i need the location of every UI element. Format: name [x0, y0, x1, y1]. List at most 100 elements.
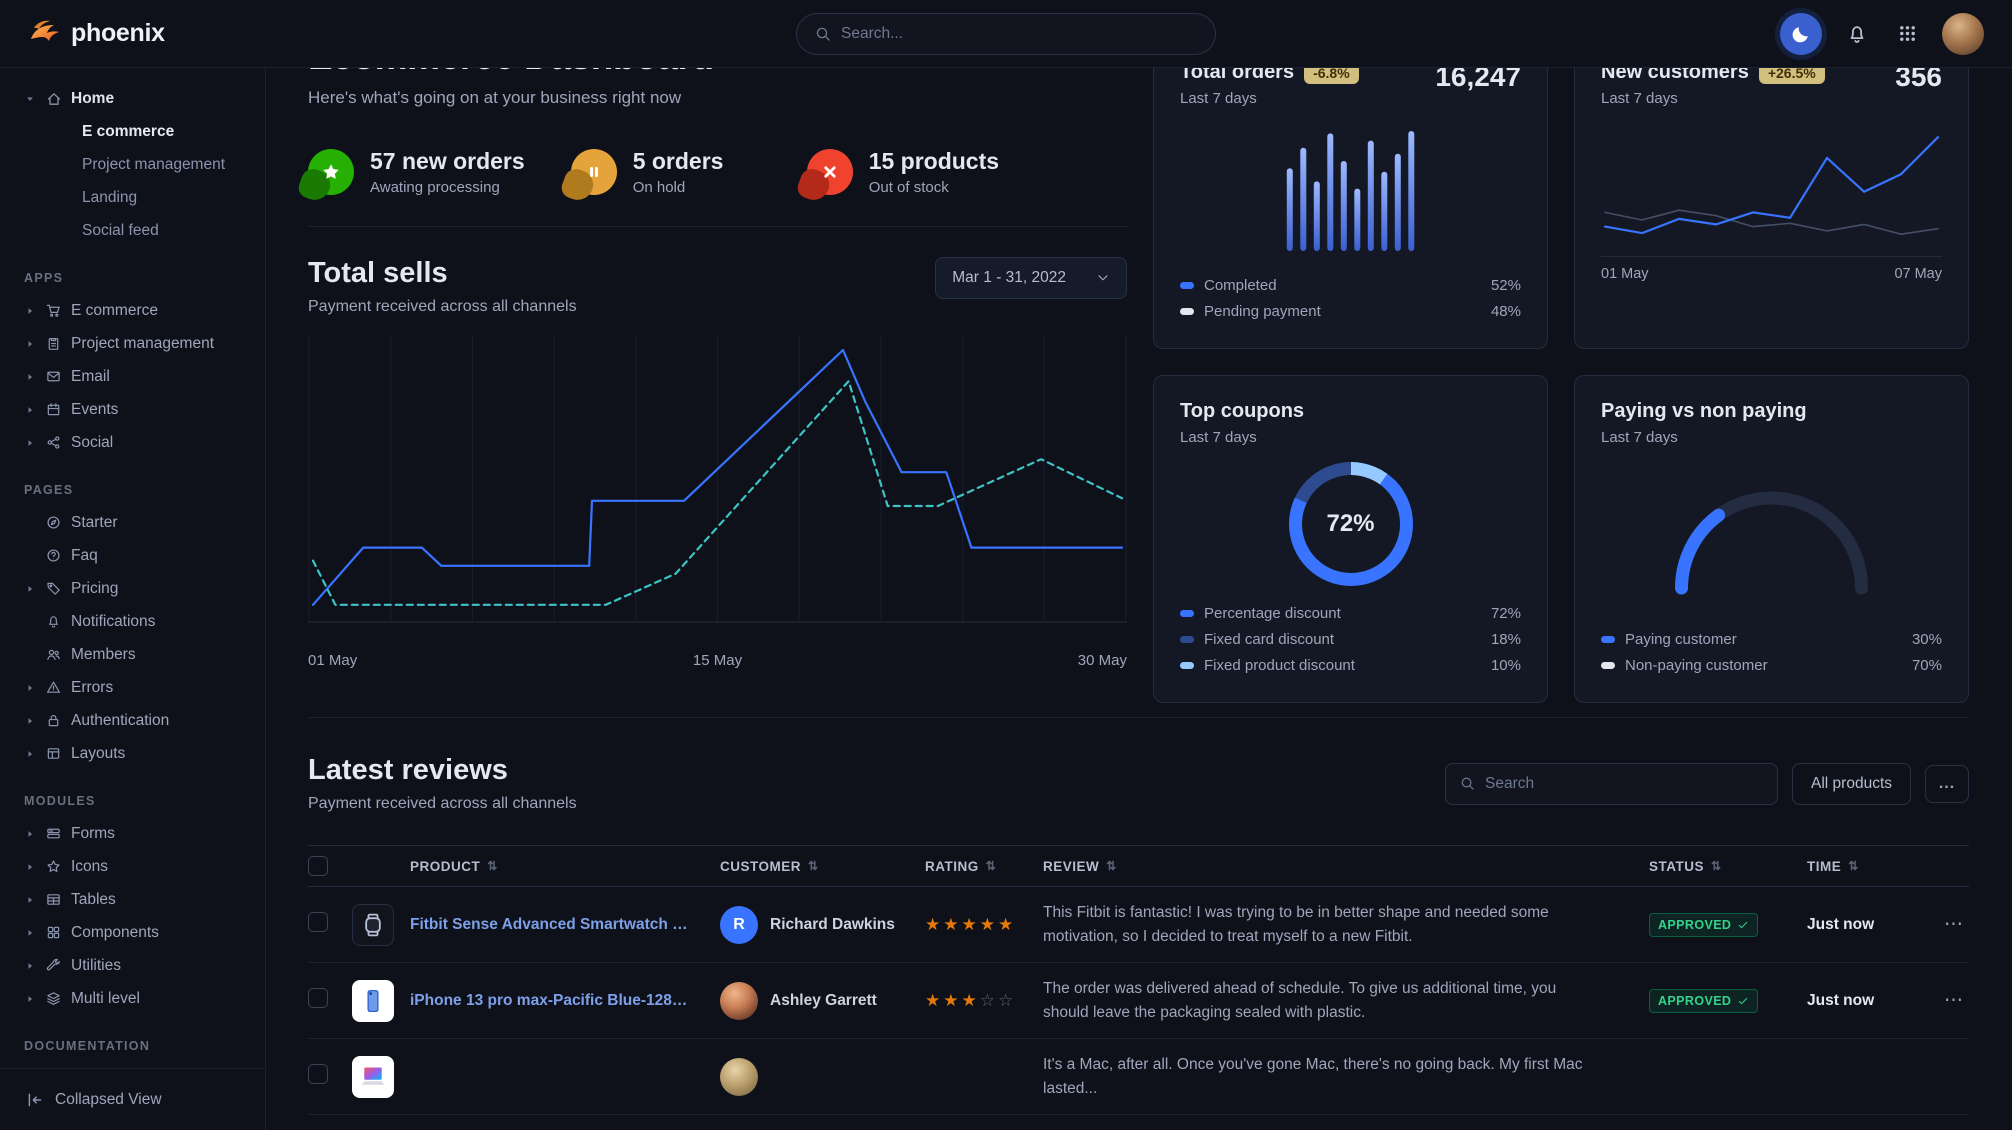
sidebar-item-icons[interactable]: Icons [0, 850, 265, 883]
notifications-button[interactable] [1842, 19, 1872, 49]
reviews-search-input[interactable] [1485, 774, 1764, 793]
sells-x-labels: 01 May 15 May 30 May [308, 652, 1127, 669]
sidebar-item-e-commerce[interactable]: E commerce [82, 122, 175, 140]
sidebar-item-landing[interactable]: Landing [82, 188, 138, 206]
row-checkbox[interactable] [308, 912, 328, 932]
rating-stars: ★★★☆☆ [925, 991, 1043, 1011]
legend-item: Paying customer 30% [1601, 626, 1942, 652]
x-axis-label: 01 May [308, 652, 358, 669]
global-search[interactable] [796, 13, 1216, 55]
search-input[interactable] [841, 25, 1197, 43]
chevron-down-icon [1096, 271, 1110, 285]
column-header-time[interactable]: TIME ⇅ [1807, 858, 1859, 874]
sidebar-item-pricing[interactable]: Pricing [0, 572, 265, 605]
column-header-product[interactable]: PRODUCT ⇅ [410, 858, 498, 874]
sidebar-section-title: PAGES [24, 483, 74, 497]
theme-toggle-button[interactable] [1780, 12, 1822, 55]
review-text: This Fitbit is fantastic! I was trying t… [1043, 904, 1549, 945]
caret-right-icon [24, 927, 38, 939]
product-link[interactable]: iPhone 13 pro max-Pacific Blue-128GB sto… [410, 991, 696, 1009]
sidebar-item-label: Icons [71, 857, 109, 875]
apps-grid-button[interactable] [1892, 19, 1922, 49]
sidebar-item-layouts[interactable]: Layouts [0, 737, 265, 770]
users-icon [46, 647, 62, 662]
total-orders-period: Last 7 days [1180, 90, 1257, 107]
star-filled-icon: ★ [961, 990, 980, 1010]
latest-reviews-section: Latest reviews Payment received across a… [308, 717, 1969, 1115]
home-icon [46, 91, 62, 107]
sidebar-collapse-toggle[interactable]: Collapsed View [0, 1068, 265, 1130]
total-orders-chart [1286, 131, 1415, 251]
sidebar-section-title: MODULES [24, 794, 96, 808]
sidebar-item-social-feed[interactable]: Social feed [82, 221, 159, 239]
legend-label: Completed [1204, 276, 1277, 294]
brand[interactable]: phoenix [28, 14, 165, 53]
envelope-icon [46, 369, 62, 384]
sidebar-item-tables[interactable]: Tables [0, 883, 265, 916]
sidebar-item-forms[interactable]: Forms [0, 817, 265, 850]
reviews-more-button[interactable]: ... [1925, 764, 1969, 803]
product-filter-select[interactable]: All products [1792, 762, 1911, 805]
caret-right-icon [24, 682, 38, 694]
sidebar-item-events[interactable]: Events [0, 393, 265, 426]
top-coupons-donut-chart: 72% [1288, 462, 1413, 586]
sidebar-item-components[interactable]: Components [0, 916, 265, 949]
sidebar-item-members[interactable]: Members [0, 638, 265, 671]
sidebar-item-authentication[interactable]: Authentication [0, 704, 265, 737]
card-paying-vs-nonpaying: Paying vs non paying Last 7 days Paying … [1574, 375, 1969, 703]
question-icon [46, 548, 62, 563]
sidebar-item-label: E commerce [71, 301, 158, 319]
date-range-select[interactable]: Mar 1 - 31, 2022 [935, 257, 1127, 299]
product-thumbnail [352, 1055, 394, 1098]
sidebar-section-title: APPS [24, 271, 64, 285]
sidebar-item-email[interactable]: Email [0, 360, 265, 393]
legend-item: Fixed card discount 18% [1180, 626, 1521, 652]
sidebar-item-utilities[interactable]: Utilities [0, 949, 265, 982]
sidebar-item-project-management[interactable]: Project management [0, 327, 265, 360]
sidebar-item-social[interactable]: Social [0, 426, 265, 459]
wrench-icon [46, 958, 62, 973]
sidebar-item-faq[interactable]: Faq [0, 539, 265, 572]
caret-right-icon [24, 894, 38, 906]
reviews-subtitle: Payment received across all channels [308, 795, 577, 812]
sidebar-item-e-commerce[interactable]: E commerce [0, 294, 265, 327]
status-badge: APPROVED [1649, 988, 1759, 1013]
reviews-tbody: Fitbit Sense Advanced Smartwatch with To… [308, 887, 1969, 1115]
column-header-review[interactable]: REVIEW ⇅ [1043, 858, 1117, 874]
row-menu-button[interactable]: ⋯ [1944, 990, 1963, 1011]
sidebar-item-project-management[interactable]: Project management [82, 155, 226, 173]
total-sells-header: Total sells Payment received across all … [308, 257, 1127, 316]
sidebar-item-label: Components [71, 923, 159, 941]
sidebar-item-label: Errors [71, 678, 114, 696]
product-thumbnail [352, 903, 394, 946]
sidebar-item-label: Email [71, 367, 110, 385]
sidebar-item-label: Events [71, 400, 119, 418]
forms-icon [46, 826, 62, 841]
brand-name: phoenix [71, 19, 165, 47]
total-sells-subtitle: Payment received across all channels [308, 298, 577, 315]
legend-item: Completed 52% [1180, 272, 1521, 298]
sidebar-item-starter[interactable]: Starter [0, 506, 265, 539]
sidebar-item-multi-level[interactable]: Multi level [0, 982, 265, 1015]
sidebar-item-notifications[interactable]: Notifications [0, 605, 265, 638]
select-all-checkbox[interactable] [308, 856, 328, 876]
column-header-rating[interactable]: RATING ⇅ [925, 858, 997, 874]
search-icon [1460, 776, 1475, 791]
column-header-customer[interactable]: CUSTOMER ⇅ [720, 858, 819, 874]
column-header-status[interactable]: STATUS ⇅ [1649, 858, 1722, 874]
reviews-thead: PRODUCT ⇅ CUSTOMER ⇅ RATING ⇅ REVIEW ⇅ STATUS ⇅ TI… [308, 845, 1969, 887]
row-menu-button[interactable]: ⋯ [1944, 914, 1963, 935]
layers-icon [46, 991, 62, 1006]
caret-right-icon [24, 437, 38, 449]
sidebar-item-errors[interactable]: Errors [0, 671, 265, 704]
caret-right-icon [24, 960, 38, 972]
grid-icon [1898, 24, 1917, 43]
reviews-search[interactable] [1445, 762, 1779, 805]
total-sells-chart [308, 336, 1127, 623]
row-checkbox[interactable] [308, 1064, 328, 1084]
row-checkbox[interactable] [308, 988, 328, 1008]
user-avatar[interactable] [1942, 12, 1984, 55]
product-link[interactable]: Fitbit Sense Advanced Smartwatch with To… [410, 915, 696, 933]
sidebar-item-home[interactable]: Home [0, 82, 265, 115]
